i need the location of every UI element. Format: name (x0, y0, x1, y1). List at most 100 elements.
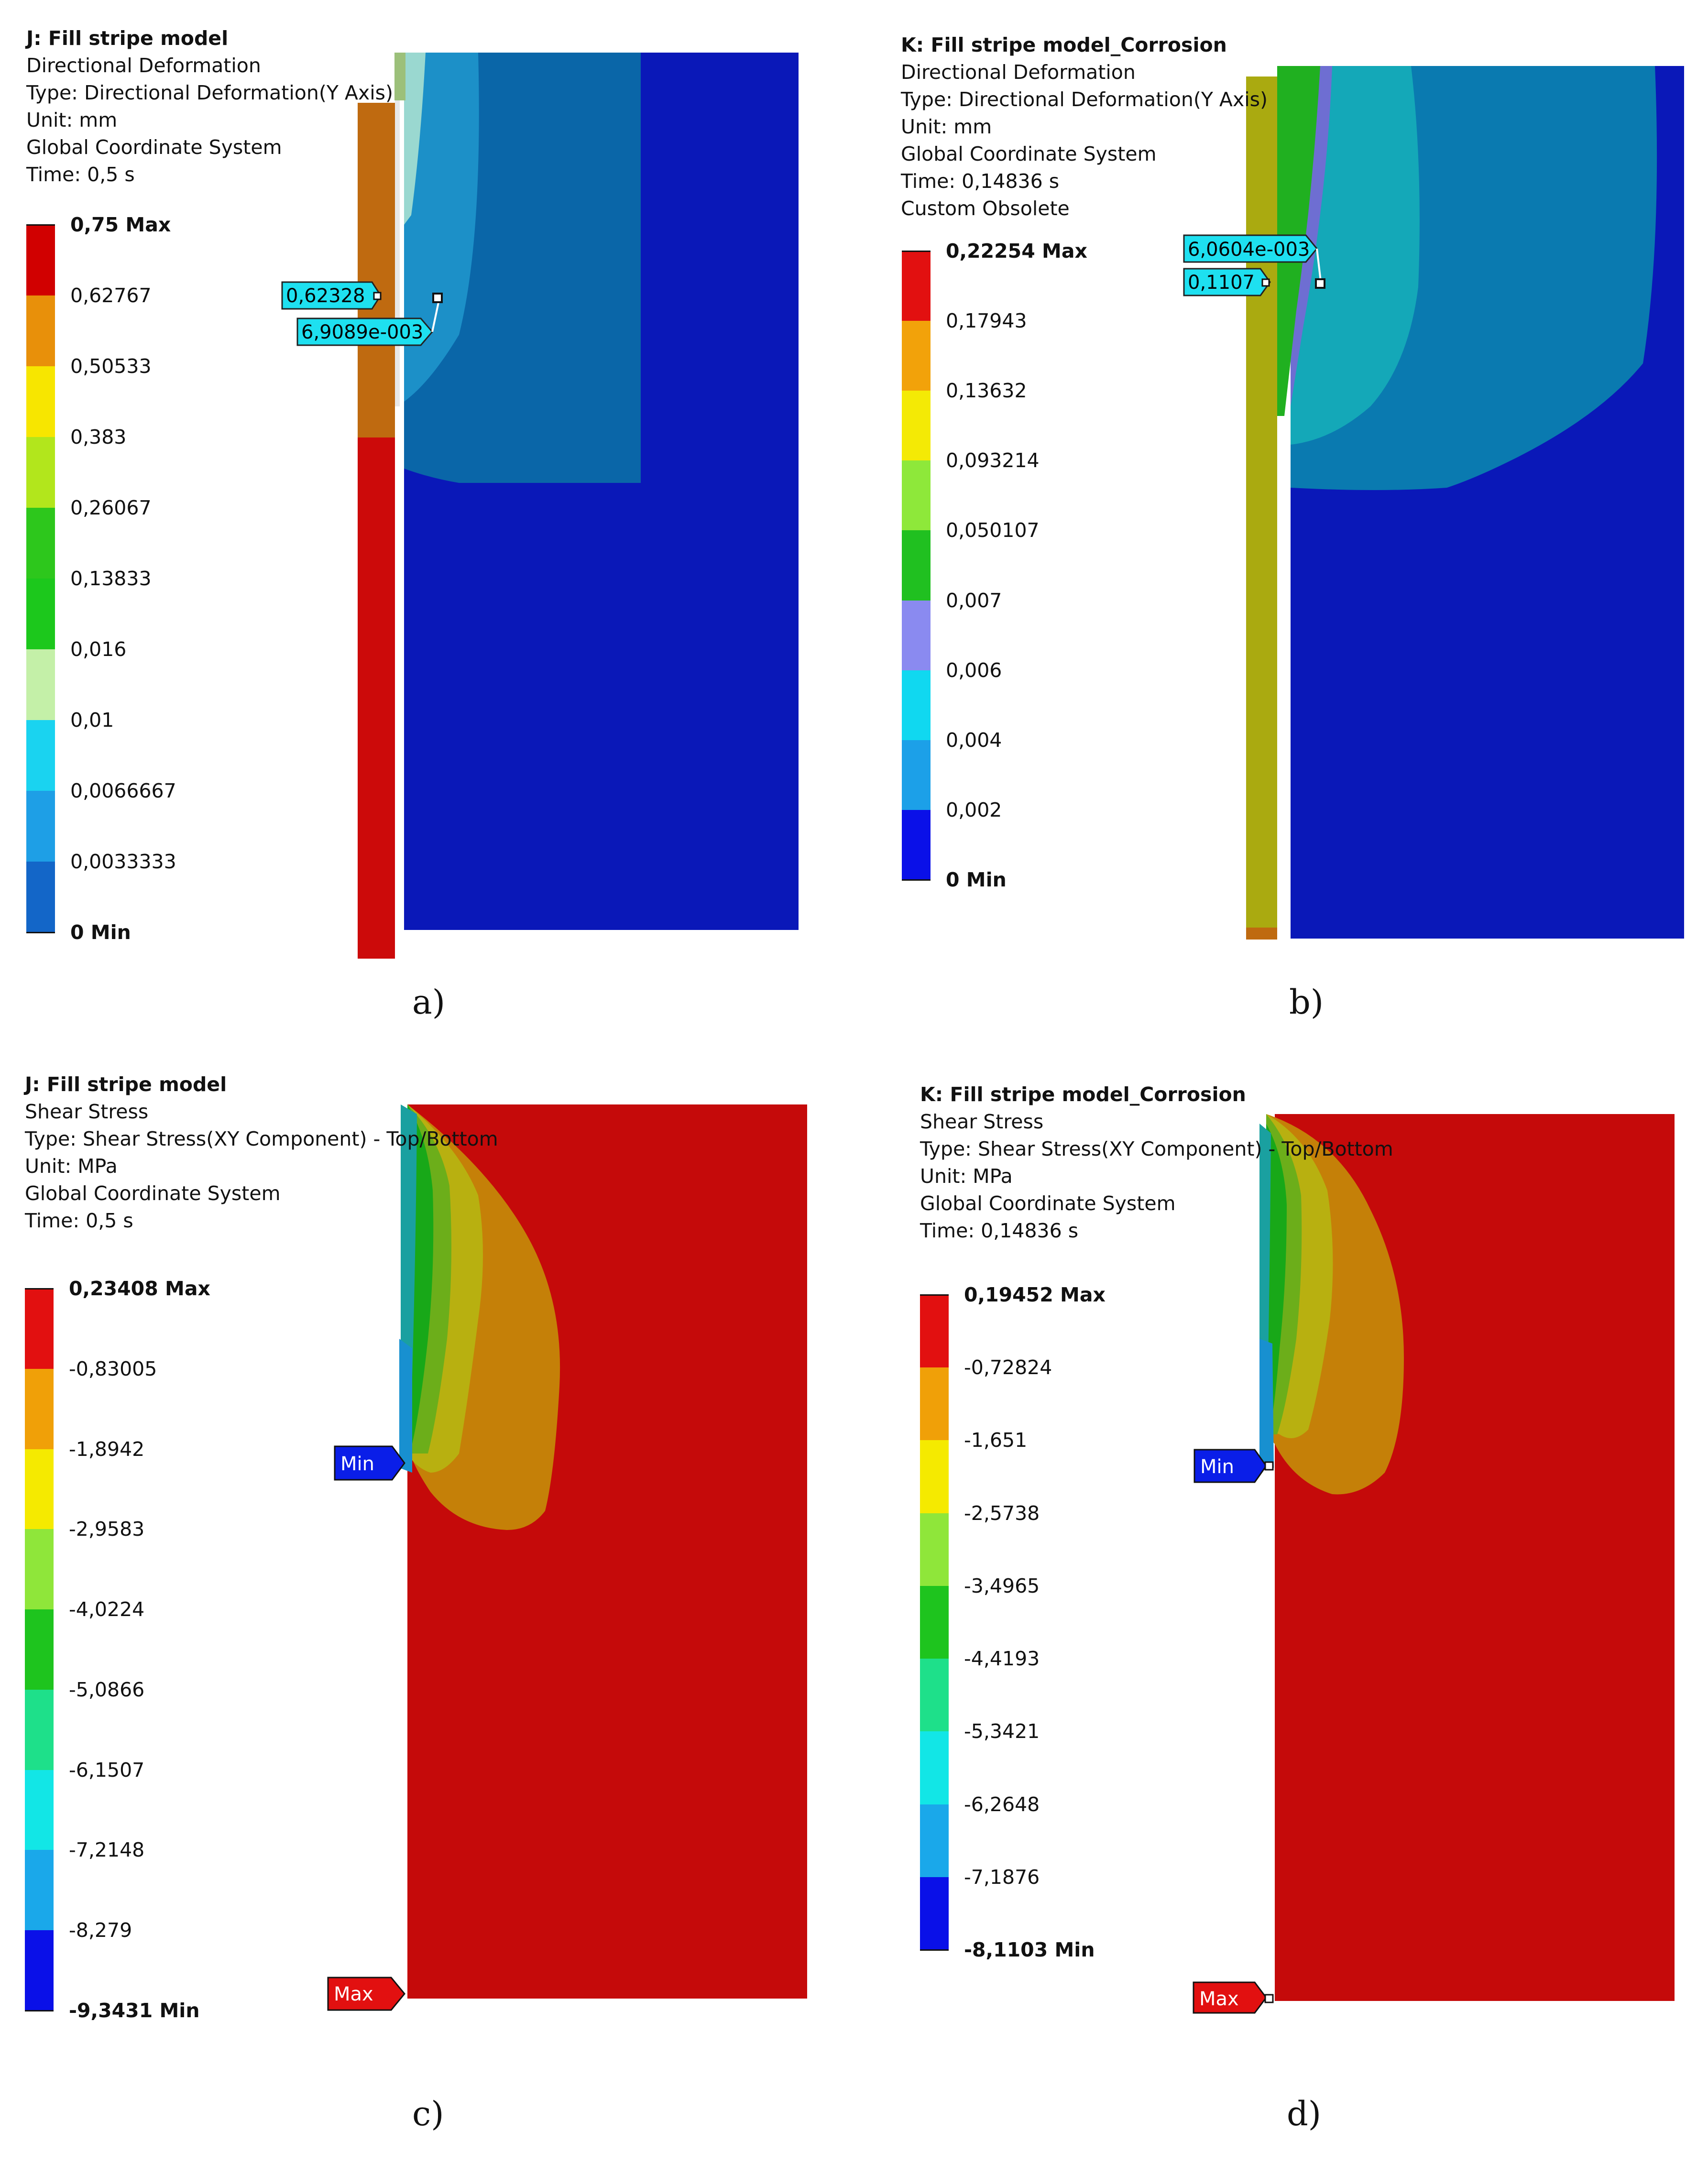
legend-label: -6,1507 (69, 1758, 145, 1781)
legend-color-cell (920, 1440, 949, 1514)
stripe-olive (1246, 77, 1277, 935)
legend-label: 0,13833 (70, 567, 152, 590)
legend-color-cell (920, 1295, 949, 1368)
legend-color-cell (902, 321, 931, 392)
stripe-bottom-orange (1246, 928, 1277, 940)
coordinate-system: Global Coordinate System (25, 1182, 281, 1205)
legend-color-cell (920, 1585, 949, 1660)
gap (1277, 416, 1291, 940)
legend-tick (920, 1949, 949, 1951)
stripe-lower-red (358, 437, 395, 959)
legend-color-cell (902, 809, 931, 880)
legend-tick (26, 224, 55, 226)
legend-color-cell (26, 295, 55, 367)
legend-label: -4,4193 (964, 1647, 1040, 1671)
subfigure-label: b) (1289, 983, 1324, 1022)
max-marker-text: Max (1199, 1988, 1239, 2010)
coordinate-system: Global Coordinate System (920, 1192, 1176, 1215)
legend-label: -7,2148 (69, 1838, 145, 1862)
probe-value-1: 6,0604e-003 (1188, 239, 1310, 261)
info-block: K: Fill stripe model_Corrosion Direction… (901, 32, 1268, 222)
model-title: K: Fill stripe model_Corrosion (901, 33, 1227, 56)
legend-label: 0,050107 (946, 519, 1040, 542)
legend-label: -2,5738 (964, 1501, 1040, 1525)
legend-label: 0 Min (70, 921, 131, 944)
legend-color-cell (920, 1804, 949, 1878)
contour-band-0-0067 (404, 53, 479, 402)
panel-d-shear-stress-corrosion: Min Max K: Fill stripe model_Corrosion S… (854, 1052, 1708, 2164)
legend-label: -0,83005 (69, 1357, 157, 1380)
legend-color-cell (26, 366, 55, 437)
contour-band-0-01 (404, 53, 426, 225)
legend-color-cell (25, 1368, 54, 1450)
probe-label-1[interactable]: 0,62328 (281, 281, 382, 310)
contour-plot-c: Min Max (327, 1104, 807, 2011)
legend-color-cell (26, 649, 55, 721)
panel-c-shear-stress: Min Max J: Fill stripe model Shear Stres… (0, 1052, 854, 2164)
probe-value-1: 0,62328 (286, 285, 365, 307)
legend-label: -5,0866 (69, 1678, 145, 1701)
panel-a-directional-deformation: 0,62328 6,9089e-003 J: Fill stripe model… (0, 0, 854, 1052)
legend-label: 0,01 (70, 709, 114, 732)
result-scaling: Custom Obsolete (901, 197, 1070, 220)
legend-tick (902, 879, 931, 881)
legend-label: 0,0033333 (70, 850, 176, 873)
result-unit: Unit: MPa (25, 1155, 118, 1178)
min-marker-text: Min (340, 1453, 374, 1475)
legend-color-cell (25, 1930, 54, 2011)
legend-label: 0,002 (946, 798, 1002, 821)
contour-plot-a: 0,62328 6,9089e-003 (281, 53, 799, 959)
legend-label: 0,50533 (70, 355, 152, 378)
result-time: Time: 0,5 s (26, 163, 135, 186)
result-unit: Unit: mm (901, 115, 992, 138)
probe-label-2[interactable]: 0,1107 (1183, 268, 1271, 296)
legend-label: 0,22254 Max (946, 240, 1087, 262)
legend-color-cell (902, 600, 931, 671)
legend-label: 0,23408 Max (69, 1277, 210, 1300)
legend-label: 0,0066667 (70, 779, 176, 802)
info-block: J: Fill stripe model Shear Stress Type: … (25, 1071, 498, 1235)
result-time: Time: 0,5 s (25, 1209, 133, 1232)
legend-color-cell (902, 251, 931, 322)
result-unit: Unit: MPa (920, 1165, 1013, 1188)
legend-color-cell (902, 391, 931, 461)
info-block: K: Fill stripe model_Corrosion Shear Str… (920, 1081, 1393, 1245)
min-marker[interactable]: Min (334, 1445, 405, 1481)
legend-color-cell (26, 225, 55, 296)
result-type: Type: Directional Deformation(Y Axis) (901, 88, 1268, 111)
model-title: J: Fill stripe model (25, 1073, 227, 1096)
legend-label: 0,19452 Max (964, 1283, 1106, 1306)
result-name: Directional Deformation (901, 61, 1136, 84)
model-title: K: Fill stripe model_Corrosion (920, 1083, 1246, 1106)
legend-tick (920, 1294, 949, 1296)
probe-value-2: 6,9089e-003 (301, 321, 423, 343)
legend-color-cell (25, 1529, 54, 1610)
model-title: J: Fill stripe model (26, 27, 229, 50)
legend-label: 0,62767 (70, 284, 152, 307)
max-marker[interactable]: Max (327, 1977, 405, 2011)
result-unit: Unit: mm (26, 109, 118, 131)
probe-label-1[interactable]: 6,0604e-003 (1183, 234, 1325, 289)
min-marker[interactable]: Min (1193, 1449, 1274, 1483)
max-marker[interactable]: Max (1193, 1981, 1274, 2014)
legend-label: 0 Min (946, 868, 1007, 891)
legend-tick (25, 1288, 54, 1290)
legend-tick (902, 251, 931, 252)
legend-color-cell (25, 1289, 54, 1369)
legend-label: -2,9583 (69, 1518, 145, 1541)
legend-label: -8,279 (69, 1919, 132, 1942)
contour-plot-b: 6,0604e-003 0,1107 (1183, 66, 1684, 940)
legend-tick (26, 932, 55, 933)
legend-label: 0,006 (946, 658, 1002, 682)
legend-label: -5,3421 (964, 1720, 1040, 1743)
legend-color-cell (26, 720, 55, 791)
result-name: Directional Deformation (26, 54, 261, 77)
result-name: Shear Stress (920, 1110, 1044, 1133)
legend-label: -4,0224 (69, 1598, 145, 1621)
result-name: Shear Stress (25, 1100, 149, 1123)
probe-label-2[interactable]: 6,9089e-003 (296, 293, 443, 346)
legend-tick (25, 2010, 54, 2011)
legend-label: -6,2648 (964, 1792, 1040, 1816)
legend-color-cell (920, 1367, 949, 1441)
legend-color-cell (920, 1877, 949, 1950)
